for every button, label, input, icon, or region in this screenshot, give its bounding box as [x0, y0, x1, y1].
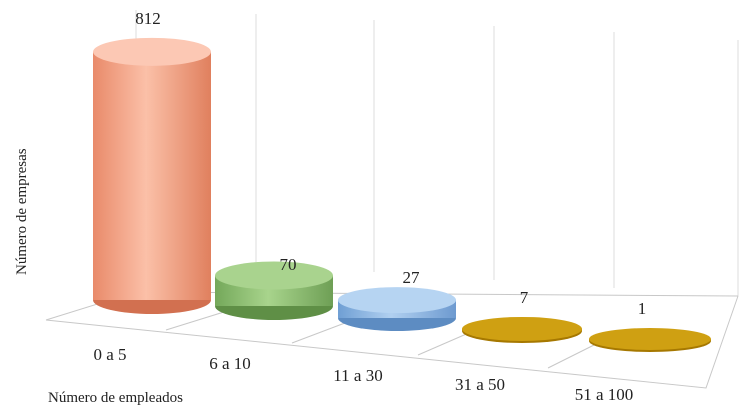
bar-0-a-5 [93, 37, 211, 314]
bar-31-a-50 [462, 316, 582, 343]
bar-top-31-a-50 [462, 316, 582, 341]
value-label-51-100: 1 [638, 299, 647, 318]
tick-label-31-50: 31 a 50 [455, 375, 505, 394]
bars [93, 37, 711, 352]
bar-top-0-a-5 [93, 37, 211, 66]
value-label-6-10: 70 [280, 255, 297, 274]
tick-label-51-100: 51 a 100 [575, 385, 634, 404]
bar-11-a-30 [338, 287, 456, 331]
gridlines [135, 10, 739, 296]
value-label-11-30: 27 [403, 268, 421, 287]
bar-top-51-a-100 [589, 328, 711, 350]
x-axis-title: Número de empleados [48, 390, 183, 406]
bar-top-11-a-30 [338, 287, 456, 314]
bar-body-0-a-5 [93, 51, 211, 301]
tick-label-6-10: 6 a 10 [209, 354, 251, 373]
bar-6-a-10 [215, 261, 333, 320]
bar-top-6-a-10 [215, 261, 333, 290]
tick-label-11-30: 11 a 30 [333, 366, 382, 385]
value-label-0-5: 812 [135, 9, 161, 28]
y-axis-title: Número de empresas [14, 148, 30, 275]
tick-label-0-5: 0 a 5 [93, 345, 126, 364]
bar-51-a-100 [589, 328, 711, 352]
value-label-31-50: 7 [520, 288, 529, 307]
